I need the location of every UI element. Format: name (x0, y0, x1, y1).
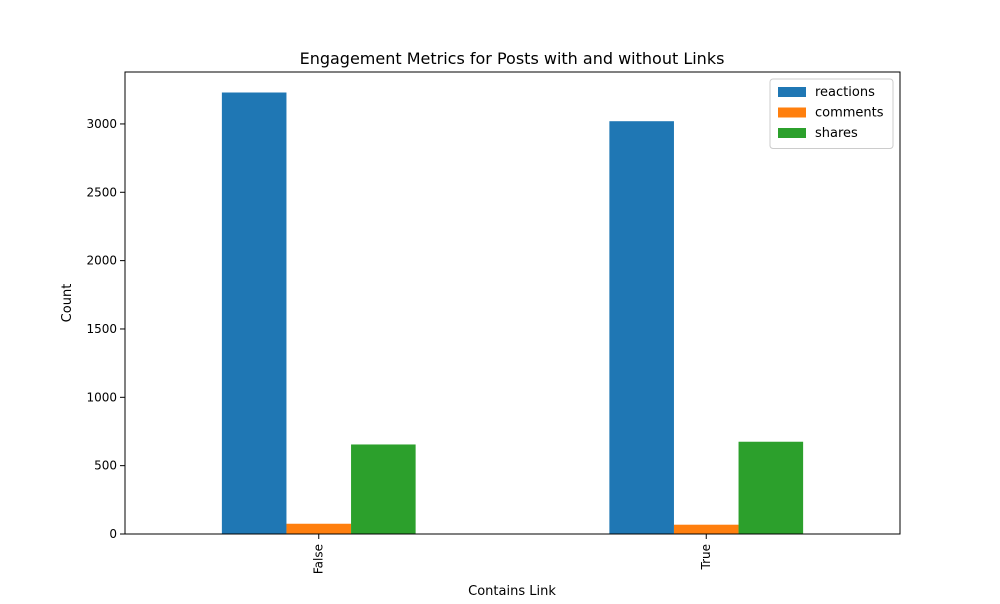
x-axis-label: Contains Link (468, 584, 556, 599)
bar-comments-true (673, 524, 739, 534)
y-tick-label: 1500 (86, 322, 117, 336)
y-axis: 0 500 1000 1500 2000 2500 3000 (86, 117, 125, 541)
bar-comments-false (286, 523, 352, 534)
y-tick-label: 500 (94, 459, 117, 473)
legend: reactions comments shares (769, 78, 894, 149)
chart-title: Engagement Metrics for Posts with and wi… (300, 49, 725, 68)
bar-reactions-false (221, 92, 287, 534)
bars-group (221, 92, 804, 535)
y-tick-label: 2500 (86, 185, 117, 199)
plot-frame (124, 71, 901, 535)
legend-label-shares: shares (815, 126, 858, 141)
y-tick-label: 3000 (86, 117, 117, 131)
legend-swatch-comments (778, 107, 806, 118)
x-axis: False True (311, 534, 713, 574)
y-tick-label: 1000 (86, 390, 117, 404)
bar-reactions-true (609, 121, 674, 535)
legend-label-comments: comments (815, 106, 884, 121)
legend-swatch-shares (778, 128, 806, 138)
legend-label-reactions: reactions (815, 85, 875, 100)
y-tick-label: 0 (109, 527, 117, 541)
y-tick-label: 2000 (86, 254, 117, 268)
legend-swatch-reactions (778, 87, 806, 97)
x-tick-label: True (699, 544, 713, 571)
y-axis-label: Count (60, 284, 75, 323)
bar-shares-true (738, 441, 804, 534)
bar-shares-false (351, 444, 416, 534)
x-tick-label: False (311, 544, 325, 574)
